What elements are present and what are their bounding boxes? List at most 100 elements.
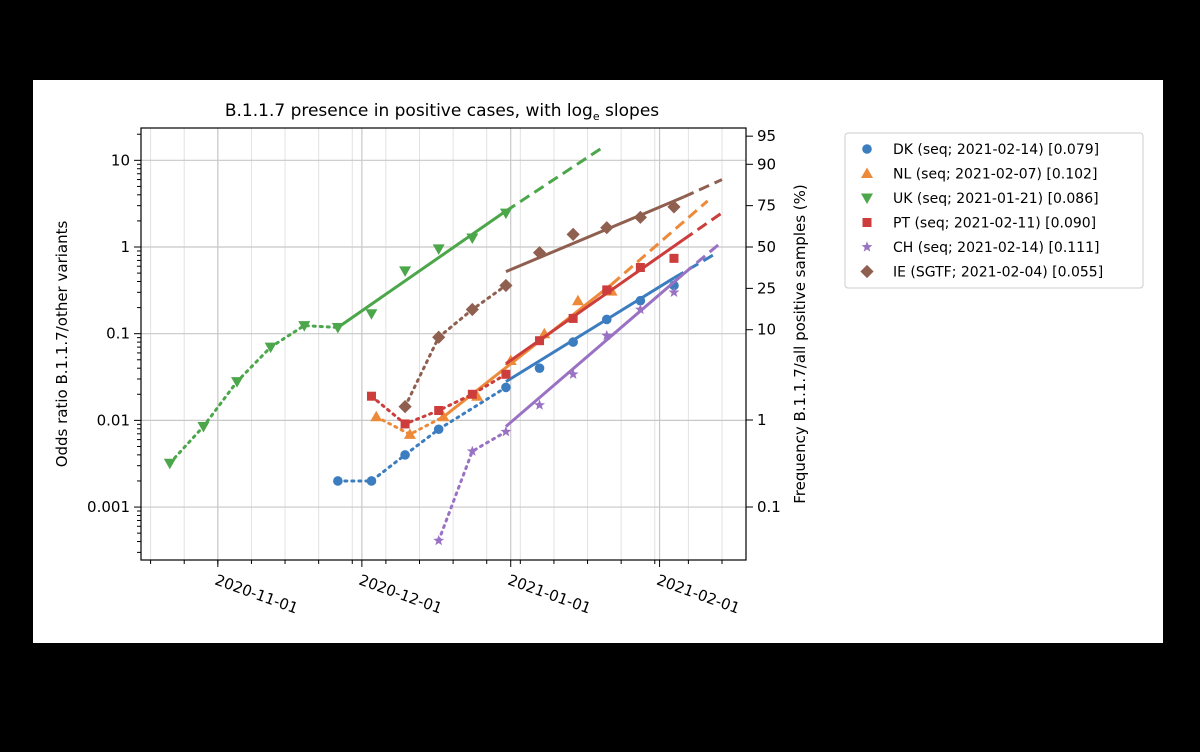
- chart-title: B.1.1.7 presence in positive cases, with…: [225, 101, 659, 123]
- x-tick-label: 2021-02-01: [654, 571, 742, 618]
- data-point: [499, 278, 513, 293]
- data-point: [331, 322, 344, 334]
- legend-label: CH (seq; 2021-02-14) [0.111]: [893, 240, 1099, 256]
- y-right-tick-label: 50: [757, 238, 776, 256]
- data-point: [465, 302, 479, 317]
- legend-label: NL (seq; 2021-02-07) [0.102]: [893, 167, 1097, 183]
- x-tick-label: 2021-01-01: [505, 571, 593, 618]
- data-point: [501, 382, 511, 393]
- y-tick-label: 1: [120, 238, 130, 256]
- data-point: [403, 428, 416, 439]
- legend-marker-star: [861, 241, 873, 252]
- fit-extrapolation-line: [673, 251, 718, 280]
- data-point: [467, 389, 477, 399]
- series-uk: [163, 146, 603, 470]
- legend-marker-triangle-up: [861, 167, 873, 178]
- legend-marker-circle: [862, 144, 872, 154]
- data-point: [668, 286, 680, 297]
- series-ie: [398, 178, 723, 414]
- fit-line: [504, 272, 685, 428]
- data-point: [434, 405, 444, 415]
- data-point: [500, 426, 512, 437]
- x-tick-label: 2020-11-01: [212, 571, 300, 618]
- data-point: [566, 227, 580, 241]
- data-point: [298, 321, 311, 332]
- grid: [141, 128, 746, 560]
- data-point: [432, 330, 446, 344]
- series-dotted-line: [437, 430, 508, 543]
- data-point: [635, 295, 646, 306]
- y-right-tick-label: 25: [757, 279, 776, 297]
- data-point: [601, 314, 612, 325]
- data-point: [635, 263, 645, 273]
- legend-entries: DK (seq; 2021-02-14) [0.079] NL (seq; 202…: [860, 142, 1103, 281]
- series-dotted-line: [403, 283, 508, 409]
- y-axis-right-label: Frequency B.1.1.7/all positive samples (…: [791, 184, 809, 504]
- series-dotted-line: [336, 385, 508, 483]
- data-point: [197, 421, 210, 433]
- y-tick-label: 0.001: [87, 498, 130, 516]
- data-point: [534, 399, 545, 410]
- y-tick-label: 0.1: [106, 325, 130, 343]
- x-tick-label: 2020-12-01: [357, 571, 445, 618]
- series-dotted-line: [168, 324, 340, 465]
- data-point: [163, 458, 176, 470]
- y-right-tick-label: 0.1: [757, 498, 781, 516]
- legend-label: PT (seq; 2021-02-11) [0.090]: [893, 216, 1096, 232]
- fit-extrapolation-line: [505, 146, 603, 213]
- series-ch: [433, 240, 723, 546]
- data-point: [264, 342, 277, 354]
- data-point: [398, 400, 412, 414]
- data-point: [437, 410, 450, 422]
- fit-line: [505, 238, 685, 365]
- data-point: [366, 391, 376, 401]
- data-point: [370, 410, 383, 422]
- data-point: [532, 246, 547, 260]
- data-point: [568, 337, 578, 347]
- data-point: [667, 200, 681, 214]
- fit-line: [505, 276, 675, 383]
- data-point: [634, 303, 646, 315]
- data-point: [571, 294, 584, 306]
- y-tick-label: 10: [111, 151, 130, 169]
- legend-marker-diamond: [860, 264, 874, 279]
- data-point: [501, 369, 511, 379]
- data-point: [433, 424, 444, 435]
- legend-label: UK (seq; 2021-01-21) [0.086]: [893, 191, 1099, 207]
- data-point: [600, 221, 614, 235]
- data-point: [466, 445, 478, 456]
- y-right-tick-label: 1: [757, 411, 767, 429]
- y-tick-label: 0.01: [97, 411, 130, 429]
- legend-label: IE (SGTF; 2021-02-04) [0.055]: [893, 265, 1103, 281]
- legend-marker-square: [862, 218, 872, 227]
- data-point: [567, 368, 579, 379]
- data-point: [333, 476, 343, 486]
- fit-extrapolation-line: [682, 240, 723, 276]
- y-right-tick-label: 10: [757, 321, 776, 339]
- data-point: [365, 309, 378, 320]
- data-point: [231, 377, 244, 388]
- data-point: [633, 210, 647, 224]
- plot-frame: [140, 127, 747, 561]
- y-right-tick-label: 95: [757, 127, 776, 145]
- data-point: [534, 363, 545, 373]
- series-dk: [333, 251, 718, 486]
- legend-label: DK (seq; 2021-02-14) [0.079]: [893, 142, 1099, 158]
- data-point: [400, 450, 410, 460]
- y-axis-label: Odds ratio B.1.1.7/other variants: [53, 221, 71, 468]
- data-point: [432, 244, 445, 255]
- data-point: [535, 336, 545, 346]
- data-point: [499, 208, 512, 220]
- fit-line: [337, 209, 507, 329]
- y-right-tick-label: 75: [757, 197, 776, 215]
- legend: [844, 132, 1144, 289]
- y-right-tick-label: 90: [757, 155, 776, 173]
- fit-extrapolation-line: [610, 199, 709, 286]
- data-point: [669, 253, 679, 263]
- series-pt: [366, 211, 723, 429]
- data-point: [568, 313, 578, 323]
- data-point: [602, 285, 612, 295]
- data-point: [399, 266, 412, 277]
- data-point: [400, 419, 410, 429]
